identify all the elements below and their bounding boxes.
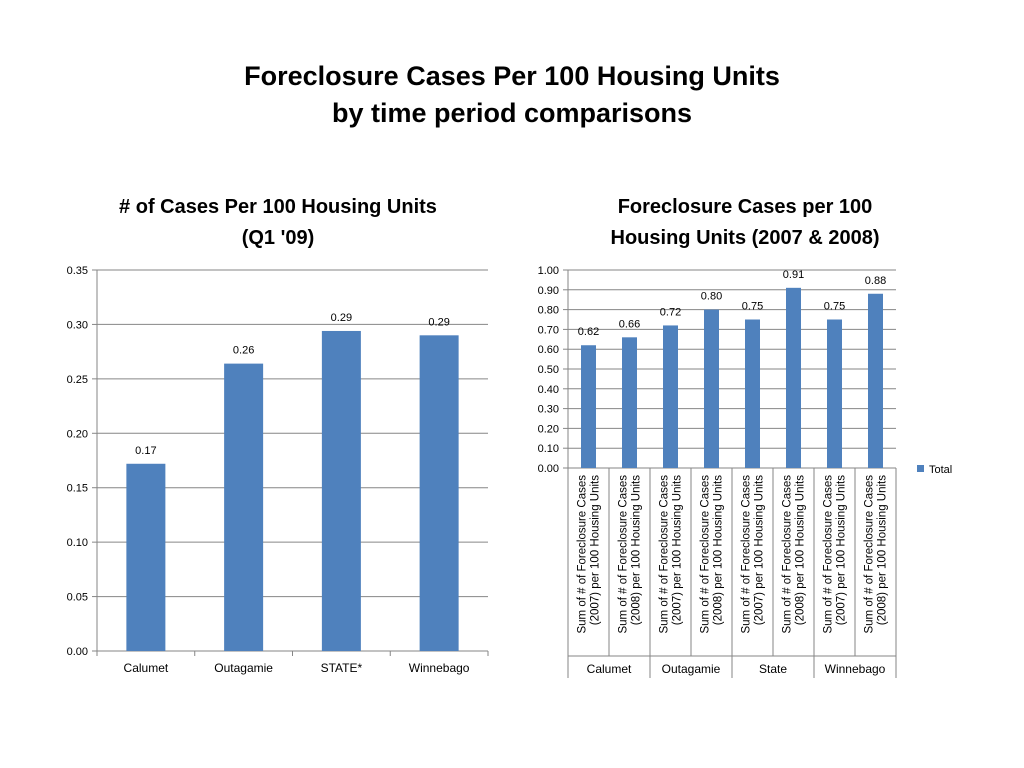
chart2-ytick-label: 0.60 [538, 344, 559, 356]
chart2-ytick-label: 0.20 [538, 423, 559, 435]
chart2-subcategory-label-line: (2007) per 100 Housing Units [672, 475, 684, 625]
chart2-subcategory-label-line: Sum of # of Foreclosure Cases [823, 475, 835, 634]
chart1-title-line2: (Q1 '09) [241, 227, 315, 249]
chart2-ytick-label: 0.30 [538, 404, 559, 416]
chart1-bar [321, 330, 361, 651]
chart2-subcategory-label: Sum of # of Foreclosure Cases(2007) per … [577, 475, 602, 634]
chart2-group-label: Outagamie [662, 662, 721, 676]
chart2-subcategory-label: Sum of # of Foreclosure Cases(2007) per … [741, 475, 766, 634]
chart2-subcategory-label-line: (2008) per 100 Housing Units [877, 475, 889, 625]
chart2-title-line1: Foreclosure Cases per 100 [617, 196, 873, 218]
chart2-data-label: 0.80 [701, 291, 722, 303]
chart2-subcategory-label: Sum of # of Foreclosure Cases(2008) per … [782, 475, 807, 634]
chart2-bar [663, 325, 678, 468]
chart2-subcategory-label: Sum of # of Foreclosure Cases(2008) per … [700, 475, 725, 634]
chart2-data-label: 0.62 [578, 326, 599, 338]
chart1-ytick-label: 0.20 [67, 428, 88, 440]
chart2-group-label: State [759, 662, 787, 676]
chart2-subcategory-label-line: (2008) per 100 Housing Units [631, 475, 643, 625]
chart2-data-label: 0.88 [865, 275, 886, 287]
chart2-subcategory-label-line: Sum of # of Foreclosure Cases [864, 475, 876, 634]
chart2-subcategory-label-line: (2008) per 100 Housing Units [795, 475, 807, 625]
chart2-bar [868, 293, 883, 468]
chart2-bar [745, 319, 760, 468]
chart2-data-label: 0.72 [660, 306, 681, 318]
chart2-ytick-label: 1.00 [538, 265, 559, 277]
chart1-ytick-label: 0.10 [67, 537, 88, 549]
chart1-bar [224, 363, 264, 651]
chart2-ytick-label: 0.10 [538, 443, 559, 455]
chart2-subcategory-label-line: Sum of # of Foreclosure Cases [618, 475, 630, 634]
chart2-subcategory-label-line: (2007) per 100 Housing Units [590, 475, 602, 625]
chart1-category-label: STATE* [321, 661, 363, 675]
chart1-title: # of Cases Per 100 Housing Units (Q1 '09… [88, 192, 468, 254]
chart2-ytick-label: 0.70 [538, 324, 559, 336]
chart2-group-label: Winnebago [825, 662, 886, 676]
chart2-subcategory-label: Sum of # of Foreclosure Cases(2007) per … [823, 475, 848, 634]
chart2-bar [622, 337, 637, 468]
chart2-bar [786, 287, 801, 468]
slide-title-line1: Foreclosure Cases Per 100 Housing Units [244, 61, 780, 91]
chart2-legend-label: Total [929, 464, 952, 476]
chart1-category-label: Calumet [124, 661, 169, 675]
slide-title-line2: by time period comparisons [331, 98, 693, 128]
chart2-group-label: Calumet [587, 662, 632, 676]
chart2-data-label: 0.66 [619, 318, 640, 330]
chart2-data-label: 0.91 [783, 269, 804, 281]
chart1-ytick-label: 0.00 [67, 646, 88, 658]
chart2-ytick-label: 0.90 [538, 285, 559, 297]
chart2-subcategory-label: Sum of # of Foreclosure Cases(2008) per … [618, 475, 643, 634]
chart2-data-label: 0.75 [742, 301, 763, 313]
chart1-bar [126, 463, 166, 651]
chart2-subcategory-label: Sum of # of Foreclosure Cases(2007) per … [659, 475, 684, 634]
slide-title: Foreclosure Cases Per 100 Housing Units … [0, 58, 1024, 132]
chart2-bar [704, 309, 719, 468]
chart1-category-label: Winnebago [409, 661, 470, 675]
chart2-subcategory-label-line: Sum of # of Foreclosure Cases [577, 475, 589, 634]
chart2-subcategory-label-line: Sum of # of Foreclosure Cases [659, 475, 671, 634]
chart2-subcategory-label-line: Sum of # of Foreclosure Cases [782, 475, 794, 634]
chart1-ytick-label: 0.05 [67, 592, 88, 604]
chart1-data-label: 0.29 [428, 316, 449, 328]
chart2-ytick-label: 0.80 [538, 305, 559, 317]
chart1-ytick-label: 0.25 [67, 374, 88, 386]
chart2-subcategory-label-line: Sum of # of Foreclosure Cases [741, 475, 753, 634]
chart2-subcategory-label-line: (2007) per 100 Housing Units [836, 475, 848, 625]
chart1-data-label: 0.26 [233, 345, 254, 357]
chart2-bar [581, 345, 596, 468]
chart1-category-label: Outagamie [214, 661, 273, 675]
chart1-title-line1: # of Cases Per 100 Housing Units [119, 196, 437, 218]
chart2-ytick-label: 0.40 [538, 384, 559, 396]
chart2-ytick-label: 0.00 [538, 463, 559, 475]
chart2-subcategory-label-line: Sum of # of Foreclosure Cases [700, 475, 712, 634]
chart2-legend-swatch [917, 465, 924, 472]
chart2-ytick-label: 0.50 [538, 364, 559, 376]
chart2-title: Foreclosure Cases per 100 Housing Units … [560, 192, 930, 254]
chart2-title-line2: Housing Units (2007 & 2008) [610, 227, 880, 249]
chart2-subcategory-label-line: (2008) per 100 Housing Units [713, 475, 725, 625]
chart1-ytick-label: 0.35 [67, 265, 88, 277]
chart2-subcategory-label-line: (2007) per 100 Housing Units [754, 475, 766, 625]
chart2-data-label: 0.75 [824, 301, 845, 313]
chart1-data-label: 0.17 [135, 445, 156, 457]
chart1-ytick-label: 0.15 [67, 483, 88, 495]
chart2-subcategory-label: Sum of # of Foreclosure Cases(2008) per … [864, 475, 889, 634]
chart1-data-label: 0.29 [331, 312, 352, 324]
chart1-ytick-label: 0.30 [67, 319, 88, 331]
chart1-bar [419, 335, 459, 651]
chart2-bar [827, 319, 842, 468]
